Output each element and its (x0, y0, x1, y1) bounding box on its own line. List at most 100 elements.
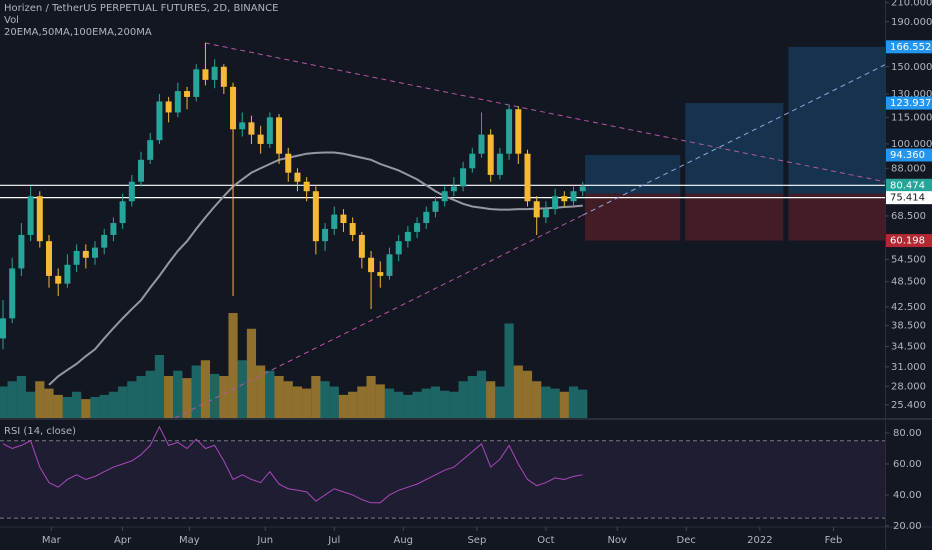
volume-bar (35, 381, 45, 418)
x-tick-label: May (179, 535, 200, 546)
candle-body (533, 201, 540, 218)
rsi-band (0, 440, 885, 519)
volume-bar (486, 381, 496, 418)
volume-bar (311, 376, 321, 418)
candle-body (165, 101, 172, 113)
price-badge-label: 60.198 (890, 236, 925, 247)
rsi-y-tick-label: 40.00 (893, 490, 922, 501)
volume-bar (449, 391, 459, 418)
x-tick-label: Dec (677, 535, 696, 546)
candle-body (82, 250, 89, 258)
x-tick-label: Nov (607, 535, 627, 546)
candle-body (202, 69, 209, 80)
rsi-title: RSI (14, close) (4, 426, 76, 437)
candle-body (561, 196, 568, 202)
volume-bar (394, 391, 404, 418)
candle-body (119, 201, 126, 224)
volume-bar (118, 386, 128, 418)
volume-bar (127, 381, 137, 418)
volume-bar (403, 394, 413, 418)
candle-body (64, 264, 71, 284)
volume-bar (62, 397, 73, 418)
candle-body (9, 268, 16, 319)
volume-bar (200, 360, 211, 418)
x-tick-label: 2022 (747, 535, 772, 546)
candle-body (570, 191, 577, 202)
stop-zone (685, 193, 784, 241)
y-tick-label: 38.500 (891, 321, 926, 332)
candle-body (36, 196, 43, 242)
candle-body (248, 122, 255, 135)
volume-bar (228, 313, 238, 418)
volume-bar (430, 386, 441, 418)
volume-bar (90, 397, 100, 418)
volume-bar (7, 381, 17, 418)
y-tick-label: 190.000 (891, 17, 932, 28)
candle-body (312, 191, 319, 242)
candle-body (156, 101, 163, 141)
candle-body (349, 223, 356, 235)
price-badge-label: 166.552 (890, 42, 931, 53)
candle-body (460, 168, 467, 187)
volume-bar (302, 388, 312, 418)
candle-body (303, 181, 310, 192)
volume-label: Vol (4, 15, 19, 26)
volume-bar (532, 381, 542, 418)
candle-body (331, 214, 338, 229)
trendline (204, 42, 885, 183)
candle-body (18, 234, 25, 269)
price-badge-label: 75.414 (890, 193, 925, 204)
volume-bar (283, 381, 293, 418)
candle-body (174, 91, 181, 113)
price-badge (886, 148, 932, 162)
x-tick-label: Oct (537, 535, 554, 546)
rsi-y-tick-label: 20.00 (893, 521, 922, 532)
candle-body (506, 109, 513, 154)
candle-body (515, 109, 522, 154)
candle-body (478, 134, 485, 154)
main-pane (0, 42, 885, 418)
candle-body (487, 134, 494, 175)
x-tick-label: Feb (825, 535, 843, 546)
volume-bar (348, 391, 358, 418)
candle-body (101, 234, 108, 248)
price-badge (886, 40, 932, 54)
candle-body (92, 247, 99, 258)
candle-body (257, 134, 264, 144)
rsi-y-tick-label: 60.00 (893, 459, 922, 470)
moving-average (48, 151, 583, 386)
volume-bar (366, 376, 376, 418)
candle-body (441, 191, 448, 202)
price-badge (886, 191, 932, 205)
candle-body (110, 223, 117, 235)
volume-bar (16, 376, 26, 418)
candle-body (276, 117, 283, 154)
candle-body (239, 122, 246, 130)
price-badge-label: 80.474 (890, 180, 925, 191)
candle-body (450, 186, 457, 192)
target-zone (585, 154, 681, 194)
candle-body (193, 69, 200, 97)
candle-body (322, 228, 329, 242)
volume-bar (25, 391, 36, 418)
y-tick-label: 42.500 (891, 302, 926, 313)
trendline-extension (582, 64, 885, 216)
y-tick-label: 31.000 (891, 362, 926, 373)
y-tick-label: 88.000 (891, 163, 926, 174)
volume-bar (550, 388, 560, 418)
x-tick-label: Sep (467, 535, 486, 546)
indicators-label: 20EMA,50MA,100EMA,200MA (4, 27, 152, 38)
volume-bar (173, 370, 183, 418)
volume-bar (136, 376, 146, 418)
y-tick-label: 100.000 (891, 139, 932, 150)
volume-bar (440, 390, 450, 418)
candle-body (73, 250, 80, 265)
rsi-y-tick-label: 80.00 (893, 428, 922, 439)
volume-bar (72, 391, 82, 418)
volume-bar (541, 386, 551, 418)
candle-body (404, 231, 411, 242)
price-badge-label: 94.360 (890, 150, 925, 161)
x-tick-label: Mar (42, 535, 62, 546)
x-tick-label: Apr (114, 535, 132, 546)
candle-body (285, 153, 292, 173)
